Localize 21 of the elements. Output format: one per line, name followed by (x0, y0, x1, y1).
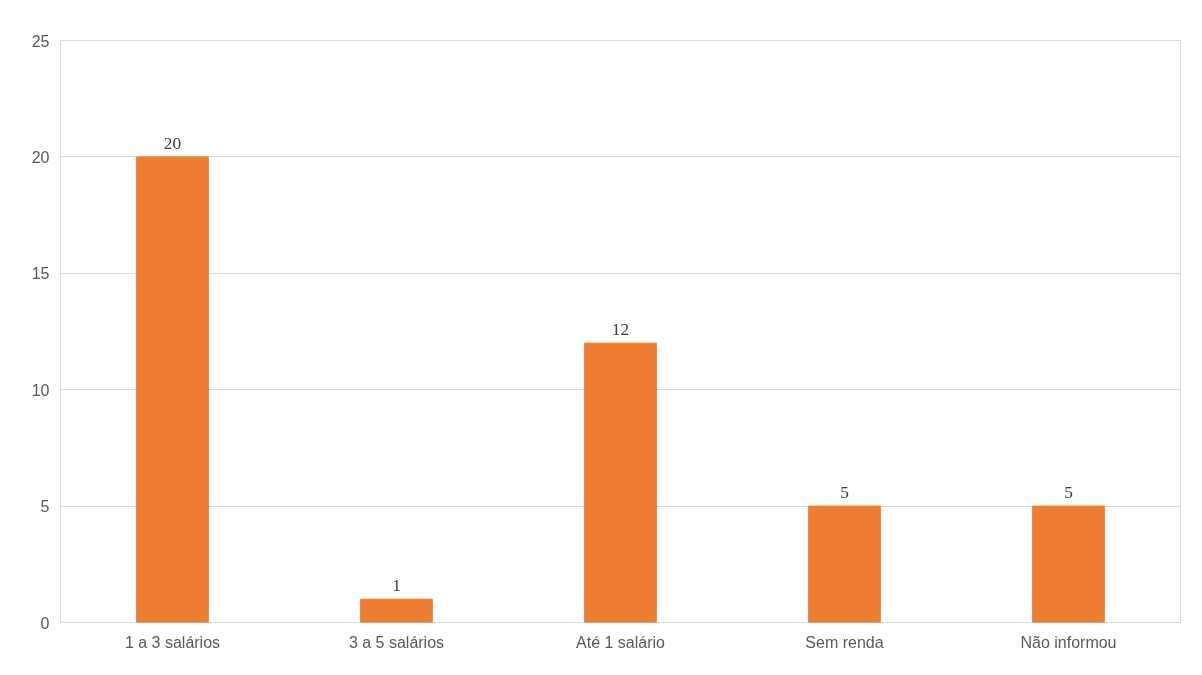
bar (360, 598, 433, 623)
y-tick-label: 0 (40, 614, 50, 632)
data-label: 12 (611, 320, 630, 340)
x-tick-label: 1 a 3 salários (124, 633, 221, 651)
y-tick-label: 10 (31, 381, 50, 399)
data-label: 20 (163, 133, 182, 153)
data-label: 5 (840, 483, 849, 503)
y-tick-label: 5 (40, 498, 50, 516)
data-label: 1 (392, 576, 401, 596)
y-tick-label: 15 (31, 265, 50, 283)
x-tick-label: Até 1 salário (576, 633, 666, 651)
y-tick-label: 20 (31, 148, 50, 166)
bar (808, 505, 881, 623)
x-tick-label: Não informou (1020, 633, 1117, 651)
x-tick-label: Sem renda (805, 633, 884, 651)
x-tick-label: 3 a 5 salários (348, 633, 445, 651)
bar (136, 156, 209, 623)
data-label: 5 (1064, 483, 1073, 503)
bar (1032, 505, 1105, 623)
bar (584, 342, 657, 623)
y-tick-label: 25 (31, 32, 50, 50)
